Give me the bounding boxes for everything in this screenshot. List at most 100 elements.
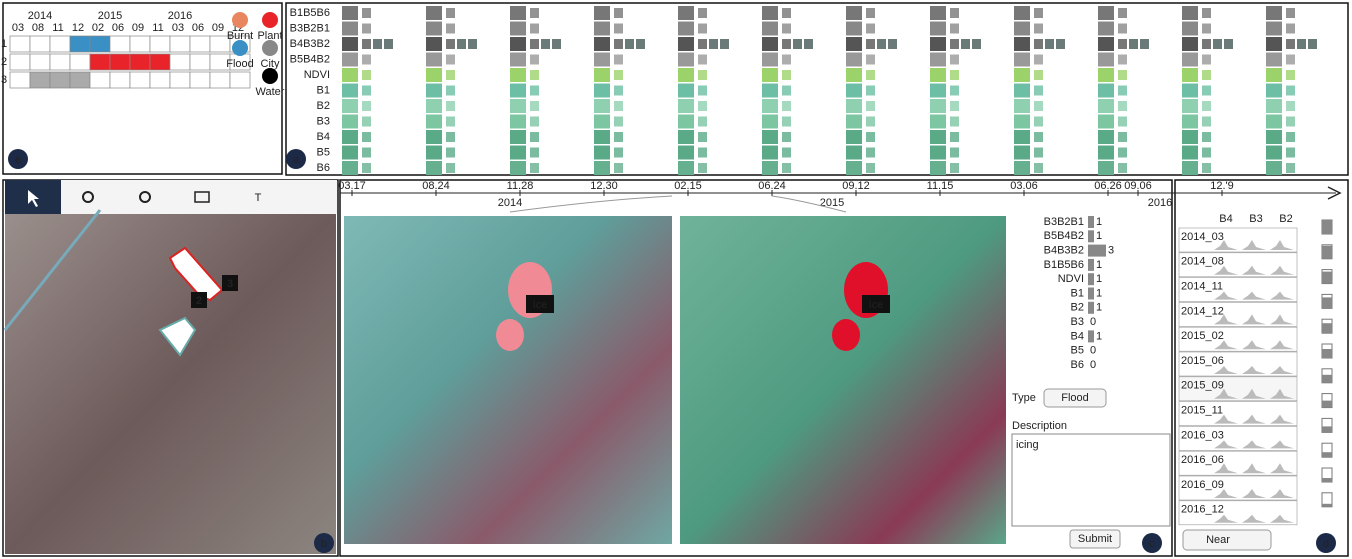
band-thumb[interactable] [1034,163,1043,173]
band-thumb[interactable] [698,24,707,34]
band-thumb[interactable] [1118,55,1127,65]
timeline-cell[interactable] [150,72,170,88]
band-thumb[interactable] [1202,55,1211,65]
timeline-cell[interactable] [190,72,210,88]
legend-dot[interactable] [232,12,248,28]
band-thumb[interactable] [614,39,623,49]
band-thumb[interactable] [362,24,371,34]
legend-dot[interactable] [232,40,248,56]
band-thumb[interactable] [950,55,959,65]
band-thumb[interactable] [625,39,634,49]
band-thumb[interactable] [530,148,539,158]
band-thumb[interactable] [866,148,875,158]
band-thumb[interactable] [698,86,707,96]
band-thumb[interactable] [1034,70,1043,80]
band-thumb[interactable] [1118,70,1127,80]
band-thumb[interactable] [782,70,791,80]
band-thumb[interactable] [362,148,371,158]
band-thumb[interactable] [866,39,875,49]
band-thumb[interactable] [698,39,707,49]
band-thumb[interactable] [530,8,539,18]
band-thumb[interactable] [698,70,707,80]
band-thumb[interactable] [446,101,455,111]
band-thumb[interactable] [530,55,539,65]
legend-dot[interactable] [262,12,278,28]
timeline-cell[interactable] [190,54,210,70]
band-thumb[interactable] [530,39,539,49]
band-thumb[interactable] [1286,101,1295,111]
band-thumb[interactable] [1056,39,1065,49]
band-thumb[interactable] [530,101,539,111]
timeline-cell[interactable] [50,72,70,88]
timeline-cell[interactable] [90,36,110,52]
timeline-cell[interactable] [10,72,30,88]
band-thumb[interactable] [1034,148,1043,158]
band-thumb[interactable] [614,163,623,173]
band-thumb[interactable] [950,86,959,96]
band-thumb[interactable] [1129,39,1138,49]
timeline-cell[interactable] [130,72,150,88]
band-thumb[interactable] [866,101,875,111]
band-thumb[interactable] [614,148,623,158]
band-thumb[interactable] [446,55,455,65]
timeline-cell[interactable] [150,36,170,52]
band-thumb[interactable] [720,39,729,49]
timeline-cell[interactable] [110,54,130,70]
timeline-cell[interactable] [130,36,150,52]
band-thumb[interactable] [530,86,539,96]
band-thumb[interactable] [698,55,707,65]
band-thumb[interactable] [950,70,959,80]
band-thumb[interactable] [866,117,875,127]
band-thumb[interactable] [866,132,875,142]
band-thumb[interactable] [362,132,371,142]
band-thumb[interactable] [709,39,718,49]
band-thumb[interactable] [384,39,393,49]
band-thumb[interactable] [1202,8,1211,18]
band-thumb[interactable] [362,163,371,173]
timeline-cell[interactable] [130,54,150,70]
band-thumb[interactable] [1034,101,1043,111]
band-thumb[interactable] [782,39,791,49]
band-thumb[interactable] [698,101,707,111]
timeline-cell[interactable] [210,72,230,88]
band-thumb[interactable] [446,148,455,158]
band-thumb[interactable] [782,55,791,65]
timeline-cell[interactable] [50,54,70,70]
band-thumb[interactable] [1034,55,1043,65]
band-thumb[interactable] [614,86,623,96]
band-thumb[interactable] [362,101,371,111]
band-thumb[interactable] [614,117,623,127]
band-thumb[interactable] [457,39,466,49]
band-thumb[interactable] [1034,132,1043,142]
band-thumb[interactable] [1034,39,1043,49]
band-thumb[interactable] [362,86,371,96]
band-thumb[interactable] [698,117,707,127]
band-thumb[interactable] [552,39,561,49]
band-thumb[interactable] [782,8,791,18]
band-thumb[interactable] [446,132,455,142]
band-thumb[interactable] [877,39,886,49]
band-thumb[interactable] [793,39,802,49]
timeline-cell[interactable] [110,36,130,52]
timeline-cell[interactable] [170,36,190,52]
legend-dot[interactable] [262,68,278,84]
band-thumb[interactable] [1118,163,1127,173]
timeline-cell[interactable] [90,54,110,70]
band-thumb[interactable] [1213,39,1222,49]
band-thumb[interactable] [1034,8,1043,18]
band-thumb[interactable] [1034,86,1043,96]
band-thumb[interactable] [782,24,791,34]
band-thumb[interactable] [1202,101,1211,111]
band-thumb[interactable] [1286,132,1295,142]
band-thumb[interactable] [1297,39,1306,49]
band-thumb[interactable] [614,132,623,142]
band-thumb[interactable] [530,70,539,80]
band-thumb[interactable] [1118,24,1127,34]
band-thumb[interactable] [1286,117,1295,127]
band-thumb[interactable] [1308,39,1317,49]
band-thumb[interactable] [1286,163,1295,173]
band-thumb[interactable] [468,39,477,49]
band-thumb[interactable] [1118,148,1127,158]
band-thumb[interactable] [782,117,791,127]
band-thumb[interactable] [614,55,623,65]
